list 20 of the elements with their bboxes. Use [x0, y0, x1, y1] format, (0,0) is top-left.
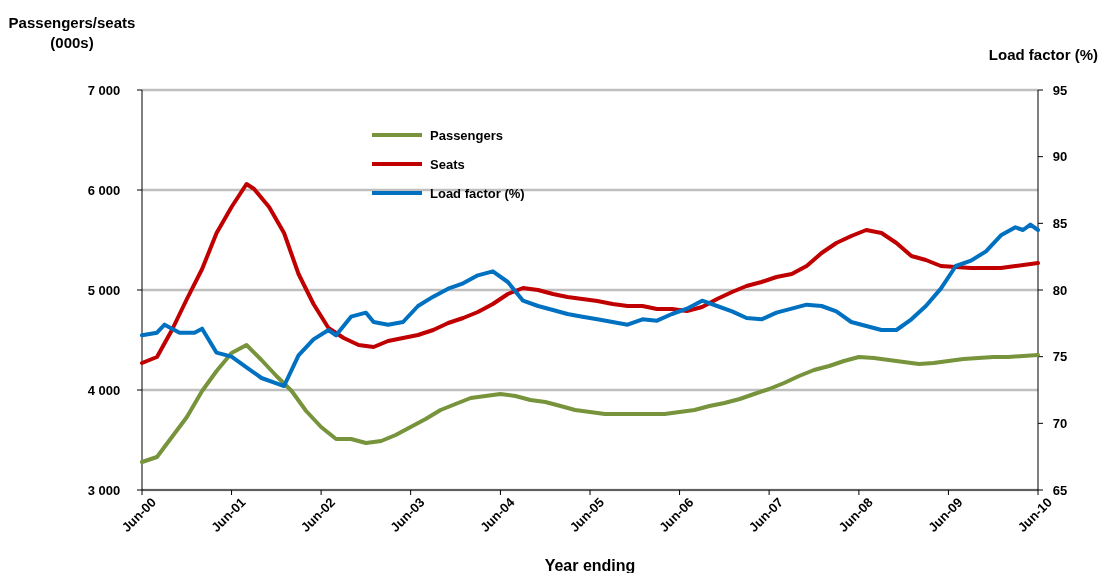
line-series — [140, 343, 1040, 464]
y-tick-label: 3 000 — [87, 482, 121, 498]
y-tick-label: 7 000 — [87, 82, 121, 98]
legend-label: Load factor (%) — [430, 185, 525, 201]
y2-axis-title: Load factor (%) — [988, 46, 1098, 63]
y2-tick-label: 90 — [1052, 149, 1068, 165]
y-axis-title: Passengers/seats (000s) — [8, 14, 136, 51]
y2-tick-label: 95 — [1052, 82, 1068, 98]
line-series — [140, 222, 1040, 388]
y2-tick-label: 70 — [1052, 415, 1068, 431]
y2-tick-label: 85 — [1052, 215, 1068, 231]
y2-tick-label: 65 — [1052, 482, 1068, 498]
y-tick-label: 6 000 — [87, 182, 121, 198]
legend-label: Seats — [430, 156, 465, 172]
y-tick-label: 4 000 — [87, 382, 121, 398]
y2-tick-label: 75 — [1052, 349, 1068, 365]
line-series — [140, 182, 1040, 365]
legend-label: Passengers — [430, 127, 503, 143]
y2-tick-label: 80 — [1052, 282, 1068, 298]
y-tick-label: 5 000 — [87, 282, 121, 298]
